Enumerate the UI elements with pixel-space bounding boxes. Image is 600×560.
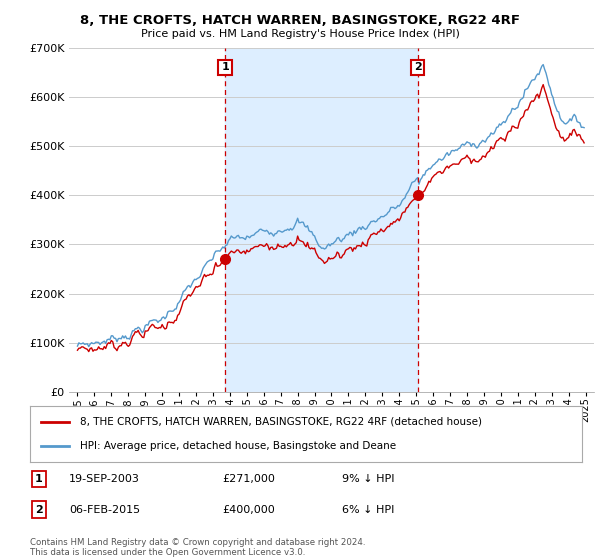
Text: 2: 2 [414,62,422,72]
Text: 6% ↓ HPI: 6% ↓ HPI [342,505,394,515]
Text: HPI: Average price, detached house, Basingstoke and Deane: HPI: Average price, detached house, Basi… [80,441,396,451]
Text: 1: 1 [35,474,43,484]
Text: 8, THE CROFTS, HATCH WARREN, BASINGSTOKE, RG22 4RF (detached house): 8, THE CROFTS, HATCH WARREN, BASINGSTOKE… [80,417,482,427]
Text: Contains HM Land Registry data © Crown copyright and database right 2024.
This d: Contains HM Land Registry data © Crown c… [30,538,365,557]
Text: 1: 1 [221,62,229,72]
Text: 2: 2 [35,505,43,515]
Text: 06-FEB-2015: 06-FEB-2015 [69,505,140,515]
Text: 19-SEP-2003: 19-SEP-2003 [69,474,140,484]
Text: 8, THE CROFTS, HATCH WARREN, BASINGSTOKE, RG22 4RF: 8, THE CROFTS, HATCH WARREN, BASINGSTOKE… [80,14,520,27]
Text: Price paid vs. HM Land Registry's House Price Index (HPI): Price paid vs. HM Land Registry's House … [140,29,460,39]
Text: £271,000: £271,000 [222,474,275,484]
Bar [225,48,418,392]
Text: 9% ↓ HPI: 9% ↓ HPI [342,474,395,484]
Text: £400,000: £400,000 [222,505,275,515]
